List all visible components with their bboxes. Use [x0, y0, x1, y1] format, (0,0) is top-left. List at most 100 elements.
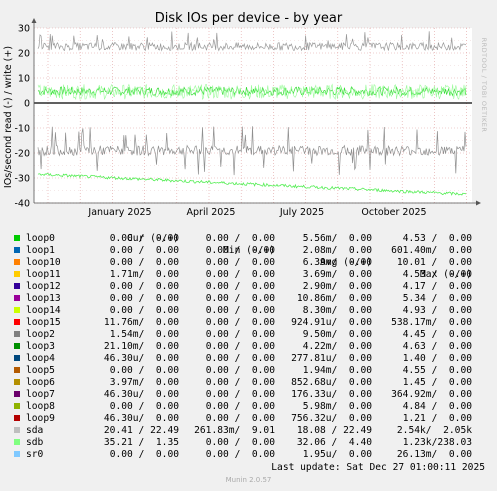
y-tick-label: 30: [18, 24, 30, 35]
legend-row-loop5: loop5 0.00 / 0.00 0.00 / 0.00 1.94m/ 0.00 4.…: [12, 365, 492, 377]
legend-swatch: [14, 235, 20, 241]
legend-name: loop10: [26, 257, 61, 268]
legend-max: 4.93 / 0.00: [402, 305, 472, 316]
legend-max: 4.17 / 0.00: [402, 281, 472, 292]
legend-swatch: [14, 439, 20, 445]
legend-row-sda: sda 20.41 / 22.49 261.83m/ 9.01 18.08 / 22.…: [12, 425, 492, 437]
x-tick-label: January 2025: [87, 207, 151, 218]
legend-max: 4.53 / 0.00: [402, 233, 472, 244]
legend-min: 0.00 / 0.00: [205, 401, 275, 412]
legend-cur: 46.30u/ 0.00: [103, 353, 179, 364]
legend-avg: 176.33u/ 0.00: [291, 389, 372, 400]
legend-row-sdb: sdb 35.21 / 1.35 0.00 / 0.00 32.06 / 4.40 1.…: [12, 437, 492, 449]
legend-cur: 46.30u/ 0.00: [103, 413, 179, 424]
legend-swatch: [14, 259, 20, 265]
series-sda-read: [37, 126, 467, 176]
legend-avg: 924.91u/ 0.00: [291, 317, 372, 328]
plot-background: [34, 28, 472, 203]
legend-swatch: [14, 307, 20, 313]
legend-cur: 0.00 / 0.00: [109, 245, 179, 256]
y-axis-arrow: [31, 18, 37, 23]
legend-row-loop0: loop0 0.00 / 0.00 0.00 / 0.00 5.56m/ 0.00 4.…: [12, 233, 492, 245]
legend-avg: 5.56m/ 0.00: [302, 233, 372, 244]
legend-row-loop12: loop12 0.00 / 0.00 0.00 / 0.00 2.90m/ 0.00 4…: [12, 281, 492, 293]
legend-avg: 8.30m/ 0.00: [302, 305, 372, 316]
legend-swatch: [14, 379, 20, 385]
legend-max: 10.01 / 0.00: [396, 257, 472, 268]
legend-max: 1.21 / 0.00: [402, 413, 472, 424]
legend-min: 0.00 / 0.00: [205, 317, 275, 328]
munin-version: Munin 2.0.57: [225, 476, 272, 484]
legend-name: loop0: [26, 233, 55, 244]
legend-name: loop13: [26, 293, 61, 304]
y-tick-label: -20: [14, 149, 30, 160]
legend-swatch: [14, 295, 20, 301]
y-tick-label: 10: [18, 74, 30, 85]
last-update: Last update: Sat Dec 27 01:00:11 2025: [271, 462, 485, 473]
legend-max: 538.17m/ 0.00: [391, 317, 472, 328]
legend-swatch: [14, 331, 20, 337]
legend-row-loop15: loop15 11.76m/ 0.00 0.00 / 0.00 924.91u/ 0.…: [12, 317, 492, 329]
legend-cur: 1.54m/ 0.00: [109, 329, 179, 340]
legend-swatch: [14, 355, 20, 361]
legend-swatch: [14, 391, 20, 397]
legend-swatch: [14, 367, 20, 373]
legend-swatch: [14, 319, 20, 325]
legend-min: 0.00 / 0.00: [205, 437, 275, 448]
legend-name: sda: [26, 425, 44, 436]
legend-max: 4.63 / 0.00: [402, 341, 472, 352]
legend-min: 0.00 / 0.00: [205, 389, 275, 400]
legend-min: 0.00 / 0.00: [205, 365, 275, 376]
series-sda-write: [37, 31, 467, 52]
legend-avg: 1.94m/ 0.00: [302, 365, 372, 376]
legend-swatch: [14, 427, 20, 433]
legend-cur: 0.00 / 0.00: [109, 401, 179, 412]
legend-header-cur: Cur (-/+): [127, 233, 179, 244]
legend-row-loop7: loop7 46.30u/ 0.00 0.00 / 0.00 176.33u/ 0.0…: [12, 389, 492, 401]
legend-cur: 0.00 / 0.00: [109, 257, 179, 268]
legend-name: sdb: [26, 437, 44, 448]
legend-min: 0.00 / 0.00: [205, 449, 275, 460]
legend-name: loop14: [26, 305, 61, 316]
legend-avg: 852.68u/ 0.00: [291, 377, 372, 388]
legend-row-loop14: loop14 0.00 / 0.00 0.00 / 0.00 8.30m/ 0.00 4…: [12, 305, 492, 317]
legend-min: 0.00 / 0.00: [205, 233, 275, 244]
legend-name: loop9: [26, 413, 55, 424]
legend-avg: 2.90m/ 0.00: [302, 281, 372, 292]
legend-cur: 3.97m/ 0.00: [109, 377, 179, 388]
legend-name: sr0: [26, 449, 44, 460]
legend-row-loop6: loop6 3.97m/ 0.00 0.00 / 0.00 852.68u/ 0.00…: [12, 377, 492, 389]
legend-min: 0.00 / 0.00: [205, 413, 275, 424]
y-tick-label: -40: [14, 199, 30, 210]
y-tick-label: -30: [14, 174, 30, 185]
legend-max: 364.92m/ 0.00: [391, 389, 472, 400]
legend-max: 2.54k/ 2.05k: [396, 425, 472, 436]
series-sdb-read: [37, 172, 467, 196]
legend-min: 0.00 / 0.00: [205, 329, 275, 340]
legend-min: 0.00 / 0.00: [205, 245, 275, 256]
legend-header-min: Min (-/+): [223, 245, 275, 256]
x-tick-label: October 2025: [361, 207, 426, 218]
legend-max: 4.45 / 0.00: [402, 329, 472, 340]
x-axis-arrow: [476, 200, 481, 206]
legend-avg: 4.22m/ 0.00: [302, 341, 372, 352]
legend-min: 0.00 / 0.00: [205, 269, 275, 280]
legend-cur: 21.10m/ 0.00: [103, 341, 179, 352]
legend-row-loop3: loop3 21.10m/ 0.00 0.00 / 0.00 4.22m/ 0.00 4…: [12, 341, 492, 353]
plot-area: 30 20 10 0 -10 -20 -30 -40 January 2025 April 202…: [14, 18, 481, 218]
legend-min: 0.00 / 0.00: [205, 305, 275, 316]
legend-avg: 9.50m/ 0.00: [302, 329, 372, 340]
legend-swatch: [14, 343, 20, 349]
legend-name: loop4: [26, 353, 55, 364]
legend-cur: 46.30u/ 0.00: [103, 389, 179, 400]
y-tick-label: -10: [14, 124, 30, 135]
legend-swatch: [14, 415, 20, 421]
legend-header-max: Max (-/+): [420, 269, 472, 280]
legend-row-loop10: loop10 0.00 / 0.00 0.00 / 0.00 6.39m/ 0.00 1…: [12, 257, 492, 269]
legend-max: 26.13m/ 0.00: [396, 449, 472, 460]
legend-name: loop6: [26, 377, 55, 388]
legend-name: loop3: [26, 341, 55, 352]
legend-min: 0.00 / 0.00: [205, 341, 275, 352]
y-tick-label: 20: [18, 49, 30, 60]
legend-min: 261.83m/ 9.01: [194, 425, 275, 436]
